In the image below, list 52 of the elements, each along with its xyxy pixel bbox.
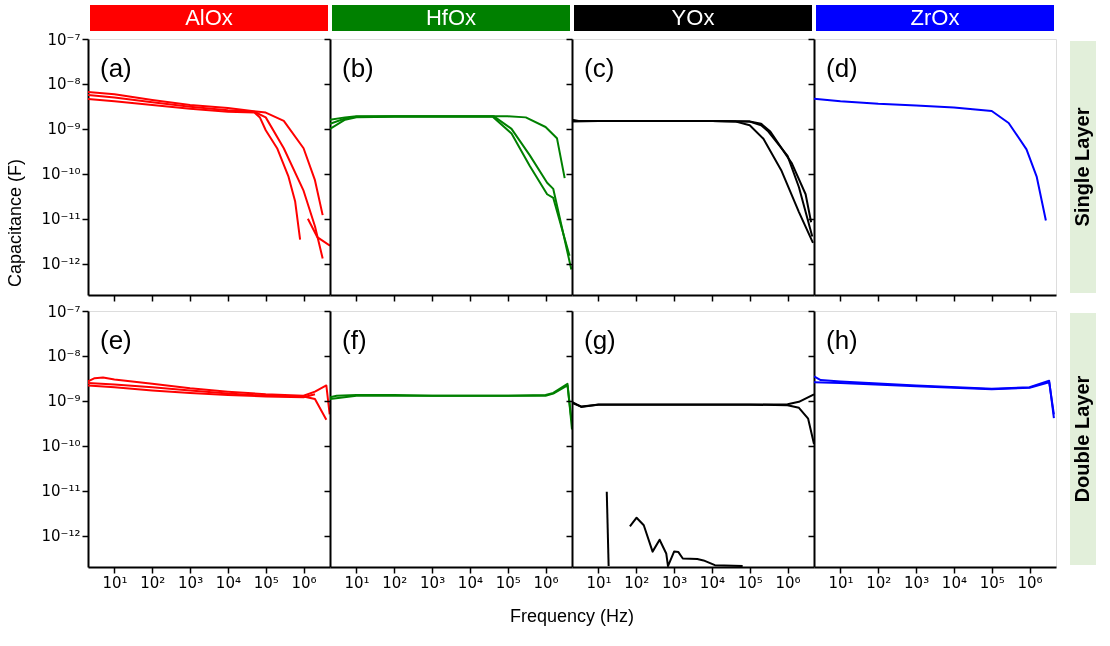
x-tick-label: 10⁴ — [699, 573, 725, 592]
x-tick-label: 10¹ — [586, 573, 612, 592]
y-tick-label: 10⁻⁸ — [47, 347, 81, 366]
x-axis-title: Frequency (Hz) — [509, 606, 635, 626]
annotation: (g) — [584, 325, 616, 355]
annotation: (b) — [342, 53, 374, 83]
x-tick-label: 10² — [382, 573, 408, 592]
x-tick-label: 10⁶ — [775, 573, 801, 592]
x-tick-label: 10¹ — [828, 573, 854, 592]
x-tick-label: 10⁴ — [215, 573, 241, 592]
x-tick-label: 10⁴ — [457, 573, 483, 592]
chart-title: YOx — [671, 5, 715, 30]
x-tick-label: 10² — [624, 573, 650, 592]
y-tick-label: 10⁻¹² — [41, 527, 81, 546]
x-tick-label: 10⁵ — [979, 573, 1005, 592]
y-tick-label: 10⁻⁷ — [47, 30, 81, 49]
y-tick-label: 10⁻⁹ — [47, 392, 81, 411]
x-tick-label: 10³ — [662, 573, 688, 592]
x-tick-label: 10¹ — [102, 573, 128, 592]
chart-title: AlOx — [185, 5, 233, 30]
x-tick-label: 10³ — [420, 573, 446, 592]
chart-title: HfOx — [425, 5, 477, 30]
y-tick-label: 10⁻¹⁰ — [41, 437, 81, 456]
annotation: (c) — [584, 53, 615, 83]
annotation: (f) — [342, 325, 367, 355]
annotation: (h) — [826, 325, 858, 355]
x-tick-label: 10³ — [904, 573, 930, 592]
y-tick-label: 10⁻⁸ — [47, 75, 81, 94]
x-tick-label: 10³ — [178, 573, 204, 592]
x-tick-label: 10⁴ — [941, 573, 967, 592]
text: Single Layer — [1071, 107, 1093, 227]
y-tick-label: 10⁻¹¹ — [41, 210, 81, 229]
y-tick-label: 10⁻¹² — [41, 255, 81, 274]
y-tick-label: 10⁻¹¹ — [41, 482, 81, 501]
y-tick-label: 10⁻⁷ — [47, 302, 81, 321]
x-tick-label: 10² — [866, 573, 892, 592]
x-tick-label: 10⁶ — [291, 573, 317, 592]
annotation: (a) — [100, 53, 132, 83]
x-tick-label: 10⁶ — [533, 573, 559, 592]
annotation: (e) — [100, 325, 132, 355]
x-tick-label: 10⁵ — [495, 573, 521, 592]
x-tick-label: 10¹ — [344, 573, 370, 592]
x-tick-label: 10² — [140, 573, 166, 592]
y-axis-title: Capacitance (F) — [5, 158, 25, 288]
annotation: (d) — [826, 53, 858, 83]
chart-title: ZrOx — [910, 5, 960, 30]
x-tick-label: 10⁵ — [253, 573, 279, 592]
y-tick-label: 10⁻¹⁰ — [41, 165, 81, 184]
y-tick-label: 10⁻⁹ — [47, 120, 81, 139]
x-tick-label: 10⁵ — [737, 573, 763, 592]
x-tick-label: 10⁶ — [1017, 573, 1043, 592]
text: Double Layer — [1071, 375, 1093, 503]
